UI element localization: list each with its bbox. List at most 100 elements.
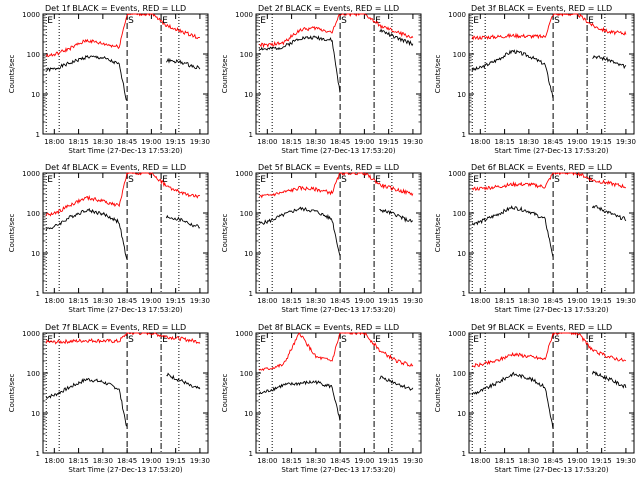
y-axis-label: Counts/sec (221, 214, 229, 253)
y-tick-label: 1000 (448, 330, 466, 338)
y-tick-label: 1000 (448, 170, 466, 178)
series-line-events (166, 372, 201, 390)
y-tick-label: 1 (249, 290, 253, 298)
y-tick-label: 10 (31, 410, 40, 418)
chart-title: Det 7f BLACK = Events, RED = LLD (45, 323, 186, 332)
y-tick-label: 1000 (235, 330, 253, 338)
x-tick-label: 19:15 (166, 138, 186, 146)
plot-frame (42, 332, 209, 454)
marker-label-e: E (375, 175, 381, 185)
plot-frame (468, 332, 635, 454)
marker-label-e: E (588, 16, 594, 26)
y-tick-label: 1 (462, 450, 466, 458)
x-tick-label: 19:30 (403, 457, 423, 465)
x-axis-label: Start Time (27-Dec-13 17:53:20) (68, 466, 182, 474)
marker-label-e: E (260, 175, 266, 185)
x-tick-label: 18:00 (44, 138, 64, 146)
marker-label-e: E (473, 16, 479, 26)
y-tick-label: 100 (240, 210, 253, 218)
y-tick-label: 100 (27, 370, 40, 378)
x-tick-label: 18:30 (306, 297, 326, 305)
x-tick-label: 19:30 (190, 457, 210, 465)
series-line-lld (45, 332, 201, 345)
chart-title: Det 3f BLACK = Events, RED = LLD (471, 4, 612, 13)
x-tick-label: 19:30 (403, 138, 423, 146)
x-tick-label: 18:30 (519, 457, 539, 465)
series-line-events (258, 35, 341, 93)
marker-label-s: S (554, 16, 560, 26)
series-line-lld (471, 171, 627, 191)
y-axis-label: Counts/sec (434, 214, 442, 253)
chart-title: Det 6f BLACK = Events, RED = LLD (471, 163, 612, 172)
marker-label-e: E (588, 335, 594, 345)
series-line-events (379, 375, 414, 391)
series-line-events (471, 205, 554, 257)
series-line-lld (45, 13, 201, 58)
series-line-events (45, 54, 128, 101)
x-tick-label: 18:15 (494, 457, 514, 465)
y-tick-label: 1 (36, 450, 40, 458)
x-tick-label: 18:15 (281, 297, 301, 305)
y-tick-label: 10 (457, 250, 466, 258)
x-axis-label: Start Time (27-Dec-13 17:53:20) (68, 306, 182, 314)
x-tick-label: 18:45 (543, 138, 563, 146)
x-tick-label: 18:00 (257, 138, 277, 146)
marker-label-e: E (47, 16, 53, 26)
x-tick-label: 18:15 (68, 457, 88, 465)
x-tick-label: 18:00 (44, 297, 64, 305)
x-tick-label: 18:00 (470, 138, 490, 146)
y-tick-label: 10 (31, 250, 40, 258)
series-line-lld (258, 331, 414, 372)
y-tick-label: 100 (27, 210, 40, 218)
x-tick-label: 19:00 (354, 138, 374, 146)
chart-title: Det 4f BLACK = Events, RED = LLD (45, 163, 186, 172)
marker-label-e: E (47, 175, 53, 185)
y-tick-label: 1 (249, 131, 253, 139)
chart-title: Det 1f BLACK = Events, RED = LLD (45, 4, 186, 13)
x-tick-label: 18:30 (306, 457, 326, 465)
series-line-events (592, 205, 627, 222)
x-axis-label: Start Time (27-Dec-13 17:53:20) (281, 147, 395, 155)
x-tick-label: 19:00 (141, 297, 161, 305)
y-tick-label: 1 (462, 131, 466, 139)
x-tick-label: 18:45 (543, 457, 563, 465)
series-line-events (591, 370, 627, 389)
marker-label-e: E (162, 16, 168, 26)
y-tick-label: 1000 (22, 170, 40, 178)
x-tick-label: 18:00 (470, 297, 490, 305)
marker-label-s: S (554, 335, 560, 345)
plot-frame (255, 13, 422, 135)
y-tick-label: 100 (453, 370, 466, 378)
x-tick-label: 18:45 (117, 138, 137, 146)
x-tick-label: 18:30 (93, 138, 113, 146)
x-tick-label: 19:00 (141, 457, 161, 465)
series-line-events (379, 28, 414, 47)
y-tick-label: 1000 (448, 11, 466, 19)
x-tick-label: 19:15 (166, 297, 186, 305)
y-tick-label: 100 (27, 51, 40, 59)
x-tick-label: 18:45 (543, 297, 563, 305)
y-axis-label: Counts/sec (8, 374, 16, 413)
series-line-lld (259, 171, 414, 199)
x-axis-label: Start Time (27-Dec-13 17:53:20) (281, 306, 395, 314)
y-tick-label: 100 (453, 51, 466, 59)
marker-label-e: E (473, 335, 479, 345)
x-tick-label: 19:00 (141, 138, 161, 146)
x-tick-label: 18:45 (330, 457, 350, 465)
x-tick-label: 19:15 (379, 457, 399, 465)
y-tick-label: 10 (244, 410, 253, 418)
y-tick-label: 10 (244, 250, 253, 258)
plot-frame (255, 332, 422, 454)
y-axis-label: Counts/sec (434, 374, 442, 413)
y-tick-label: 10 (31, 91, 40, 99)
plot-frame (42, 13, 209, 135)
marker-label-e: E (375, 16, 381, 26)
y-tick-label: 10 (457, 91, 466, 99)
y-axis-label: Counts/sec (8, 55, 16, 94)
y-axis-label: Counts/sec (434, 55, 442, 94)
x-tick-label: 18:15 (494, 297, 514, 305)
chart-panel-8: Det 8f BLACK = Events, RED = LLD 1 10 100 10… (221, 323, 423, 474)
y-tick-label: 1 (36, 290, 40, 298)
plot-frame (42, 172, 209, 294)
